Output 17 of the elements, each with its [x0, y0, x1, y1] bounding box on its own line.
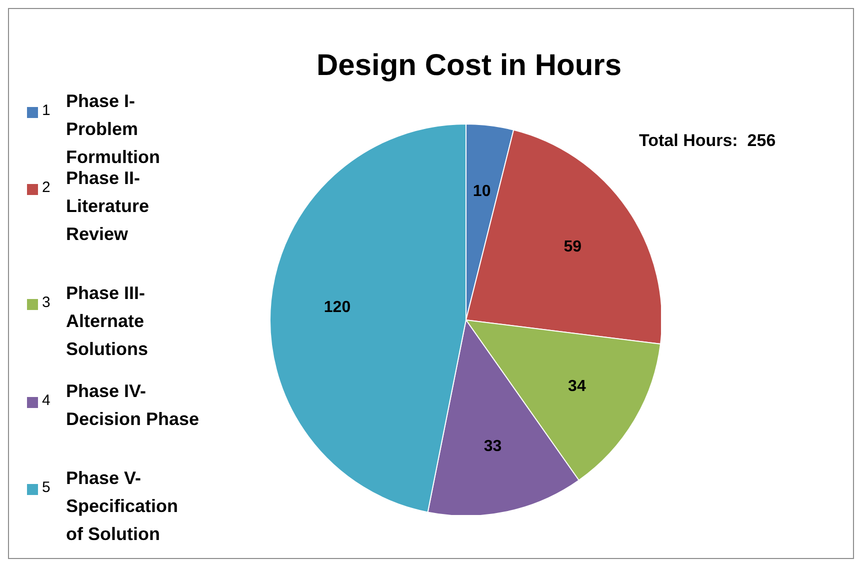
text: Phase I- Problem Formultion [66, 91, 160, 167]
data-label: 33 [484, 438, 502, 456]
data-label: 10 [472, 183, 491, 200]
text: Phase V- Specification of Solution [66, 467, 178, 546]
data-label: 120 [324, 298, 351, 316]
text: Phase III- Alternate Solutions [66, 282, 148, 361]
legend-label: 4 [42, 392, 52, 409]
text: Total Hours: 256 [639, 131, 776, 151]
legend-label: 1 [42, 102, 52, 119]
legend-label: 5 [42, 479, 52, 496]
chart-title: Design Cost in Hours [315, 49, 623, 83]
text: Phase IV- Decision Phase [66, 380, 200, 431]
legend-label: 2 [42, 179, 52, 196]
legend-label: 3 [42, 294, 52, 311]
data-label: 34 [568, 378, 586, 396]
data-label: 59 [564, 238, 582, 256]
text: Phase II- Literature Review [66, 168, 150, 244]
